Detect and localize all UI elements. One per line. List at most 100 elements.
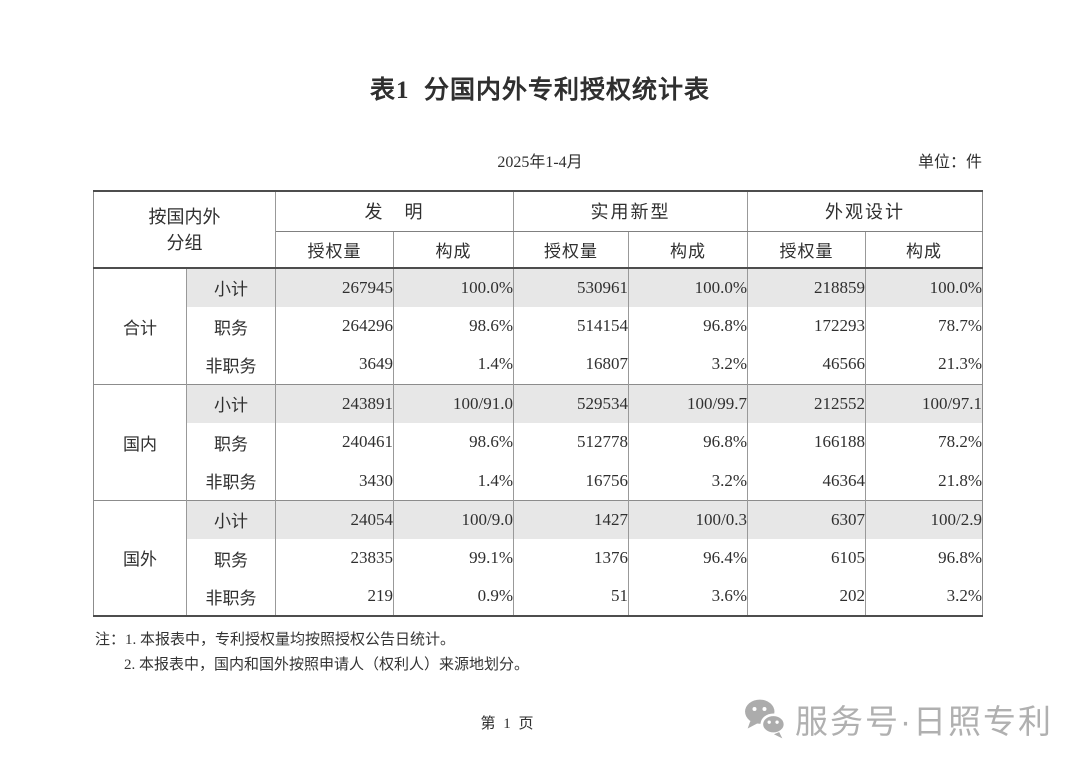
cell-value: 23835 xyxy=(275,538,394,578)
watermark-text: 服务号·日照专利 xyxy=(795,703,1053,740)
cell-value: 96.8% xyxy=(865,538,983,578)
cell-value: 267945 xyxy=(275,267,394,307)
footnote-2: 2. 本报表中，国内和国外按照申请人（权利人）来源地划分。 xyxy=(124,657,530,673)
row-header-line2: 分组 xyxy=(166,232,203,253)
cell-value: 219 xyxy=(275,577,394,617)
row-label: 职务 xyxy=(186,306,276,346)
row-label: 小计 xyxy=(186,267,276,307)
table-row: 国内 小计 243891 100/91.0 529534 100/99.7 21… xyxy=(93,383,983,501)
cell-value: 96.8% xyxy=(628,422,748,462)
cell-value: 100.0% xyxy=(865,267,983,307)
cell-value: 96.8% xyxy=(628,306,748,346)
patent-grant-table: 按国内外 分组 发 明 实用新型 外观设计 授权量 构成 授权量 构成 授权量 … xyxy=(93,190,983,618)
footnote-prefix: 注： xyxy=(95,632,126,648)
cell-value: 46566 xyxy=(747,345,866,385)
table-row: 非职务 3649 1.4% 16807 3.2% 46566 21.3% xyxy=(94,345,983,385)
cell-value: 6105 xyxy=(747,538,866,578)
cell-value: 96.4% xyxy=(628,538,748,578)
cell-value: 514154 xyxy=(513,306,629,346)
table-row: 职务 240461 98.6% 512778 96.8% 166188 78.2… xyxy=(94,422,983,462)
cell-value: 6307 xyxy=(747,499,866,539)
group-label-foreign: 国外 xyxy=(93,499,187,617)
row-label: 小计 xyxy=(186,499,276,539)
table-row: 国外 小计 24054 100/9.0 1427 100/0.3 6307 10… xyxy=(93,499,983,617)
subheader-grant-count: 授权量 xyxy=(275,231,394,269)
cell-value: 3.6% xyxy=(628,577,748,617)
table-row: 非职务 219 0.9% 51 3.6% 202 3.2% xyxy=(94,577,983,617)
cell-value: 3649 xyxy=(275,345,394,385)
cell-value: 16756 xyxy=(513,461,629,501)
wechat-icon xyxy=(745,699,786,739)
footnotes: 注：1. 本报表中，专利授权量均按照授权公告日统计。 2. 本报表中，国内和国外… xyxy=(95,628,529,678)
cell-value: 1.4% xyxy=(393,345,514,385)
cell-value: 1.4% xyxy=(393,461,514,501)
cell-value: 100.0% xyxy=(628,267,748,307)
cell-value: 78.2% xyxy=(865,422,983,462)
cell-value: 99.1% xyxy=(393,538,514,578)
row-label: 非职务 xyxy=(186,577,276,617)
cell-value: 3.2% xyxy=(865,577,983,617)
cell-value: 100.0% xyxy=(393,267,514,307)
cell-value: 24054 xyxy=(275,499,394,539)
table-row: 非职务 3430 1.4% 16756 3.2% 46364 21.8% xyxy=(94,461,983,501)
row-label: 非职务 xyxy=(186,345,276,385)
cell-value: 100/91.0 xyxy=(393,383,514,423)
row-header-cell: 按国内外 分组 xyxy=(93,191,276,269)
row-label: 非职务 xyxy=(186,461,276,501)
cell-value: 530961 xyxy=(513,267,629,307)
column-group-utility-model: 实用新型 xyxy=(513,191,748,232)
cell-value: 46364 xyxy=(747,461,866,501)
report-period: 2025年1-4月 xyxy=(497,154,583,171)
cell-value: 100/97.1 xyxy=(865,383,983,423)
subheader-composition: 构成 xyxy=(865,231,983,269)
cell-value: 172293 xyxy=(747,306,866,346)
row-label: 小计 xyxy=(186,383,276,423)
cell-value: 98.6% xyxy=(393,306,514,346)
table-row: 合计 小计 267945 100.0% 530961 100.0% 218859… xyxy=(93,267,983,385)
footnote-1: 注：1. 本报表中，专利授权量均按照授权公告日统计。 xyxy=(95,632,456,648)
cell-value: 202 xyxy=(747,577,866,617)
cell-value: 3430 xyxy=(275,461,394,501)
table-row: 职务 23835 99.1% 1376 96.4% 6105 96.8% xyxy=(94,538,983,578)
cell-value: 21.3% xyxy=(865,345,983,385)
cell-value: 100/9.0 xyxy=(393,499,514,539)
cell-value: 1376 xyxy=(513,538,629,578)
column-group-invention: 发 明 xyxy=(275,191,514,232)
cell-value: 16807 xyxy=(513,345,629,385)
cell-value: 3.2% xyxy=(628,345,748,385)
table-row: 职务 264296 98.6% 514154 96.8% 172293 78.7… xyxy=(94,306,983,346)
cell-value: 3.2% xyxy=(628,461,748,501)
cell-value: 240461 xyxy=(275,422,394,462)
cell-value: 100/99.7 xyxy=(628,383,748,423)
cell-value: 1427 xyxy=(513,499,629,539)
page-title: 表1 分国内外专利授权统计表 xyxy=(369,77,710,104)
column-group-design: 外观设计 xyxy=(747,191,983,232)
cell-value: 0.9% xyxy=(393,577,514,617)
subheader-grant-count: 授权量 xyxy=(747,231,866,269)
cell-value: 529534 xyxy=(513,383,629,423)
subheader-grant-count: 授权量 xyxy=(513,231,629,269)
cell-value: 264296 xyxy=(275,306,394,346)
subheader-composition: 构成 xyxy=(628,231,748,269)
cell-value: 51 xyxy=(513,577,629,617)
page-number: 第 1 页 xyxy=(480,716,536,732)
cell-value: 512778 xyxy=(513,422,629,462)
row-label: 职务 xyxy=(186,538,276,578)
cell-value: 166188 xyxy=(747,422,866,462)
cell-value: 98.6% xyxy=(393,422,514,462)
row-header-line1: 按国内外 xyxy=(148,206,221,227)
cell-value: 78.7% xyxy=(865,306,983,346)
unit-label: 单位：件 xyxy=(917,154,982,171)
cell-value: 218859 xyxy=(747,267,866,307)
group-label-domestic: 国内 xyxy=(93,383,187,501)
cell-value: 100/2.9 xyxy=(865,499,983,539)
cell-value: 21.8% xyxy=(865,461,983,501)
watermark: 服务号·日照专利 xyxy=(744,695,1053,743)
cell-value: 243891 xyxy=(275,383,394,423)
row-label: 职务 xyxy=(186,422,276,462)
cell-value: 212552 xyxy=(747,383,866,423)
subheader-composition: 构成 xyxy=(393,231,514,269)
group-label-total: 合计 xyxy=(93,267,187,385)
cell-value: 100/0.3 xyxy=(628,499,748,539)
